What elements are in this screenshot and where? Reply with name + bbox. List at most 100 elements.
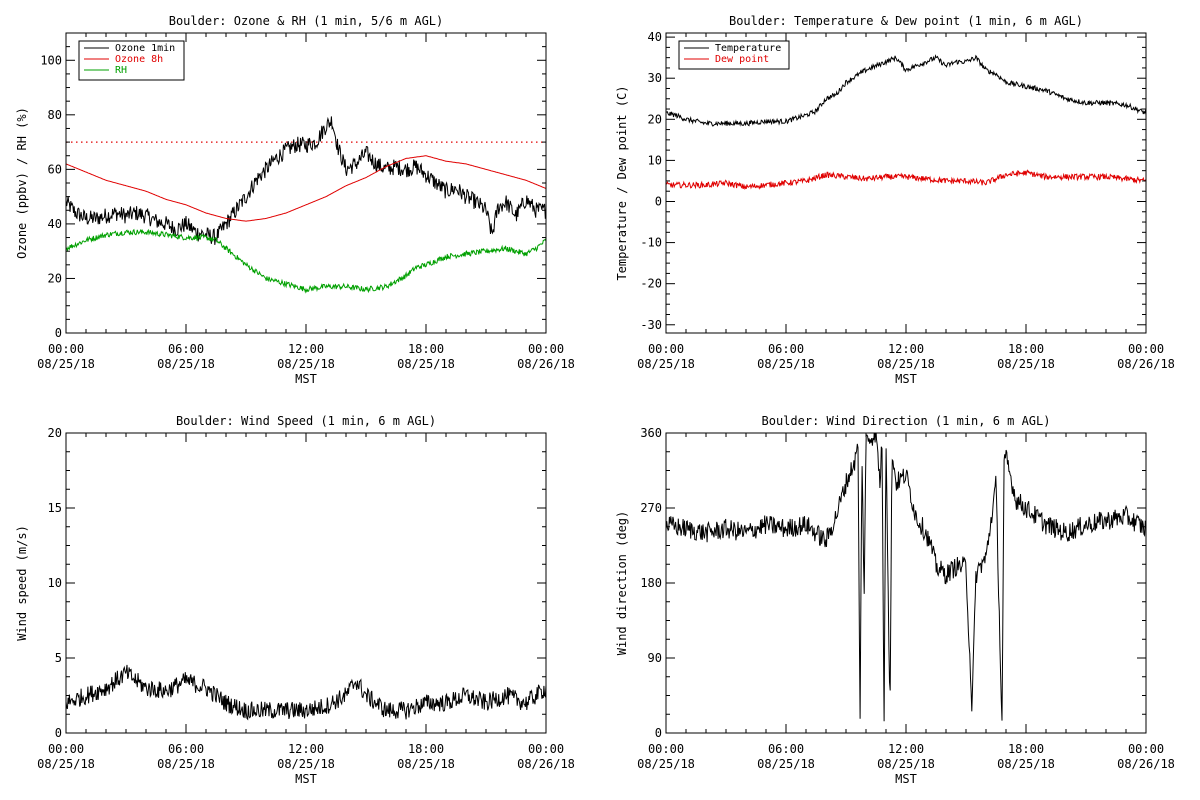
x-tick-label-date: 08/25/18 <box>757 757 815 771</box>
x-tick-label-time: 00:00 <box>48 342 84 356</box>
y-axis-label: Temperature / Dew point (C) <box>615 85 629 280</box>
x-tick-label-date: 08/26/18 <box>1117 357 1175 371</box>
x-tick-label-time: 12:00 <box>888 342 924 356</box>
x-tick-label-time: 00:00 <box>1128 342 1164 356</box>
series-group <box>66 116 546 294</box>
y-tick-label: 10 <box>48 576 62 590</box>
chart-title: Boulder: Temperature & Dew point (1 min,… <box>729 14 1083 28</box>
x-axis-label: MST <box>895 372 917 386</box>
x-tick-label-date: 08/26/18 <box>517 357 575 371</box>
x-tick-label-date: 08/25/18 <box>877 357 935 371</box>
y-tick-label: 15 <box>48 501 62 515</box>
x-tick-label-time: 18:00 <box>408 742 444 756</box>
x-tick-label-date: 08/25/18 <box>637 757 695 771</box>
series-group <box>66 664 546 721</box>
x-tick-label-time: 18:00 <box>1008 342 1044 356</box>
y-tick-label: 20 <box>48 426 62 440</box>
x-tick-label-time: 00:00 <box>528 342 564 356</box>
plot-frame <box>665 32 1147 334</box>
y-tick-label: -30 <box>640 318 662 332</box>
chart-title: Boulder: Wind Speed (1 min, 6 m AGL) <box>176 414 436 428</box>
y-tick-label: 100 <box>40 53 62 67</box>
x-tick-label-date: 08/26/18 <box>517 757 575 771</box>
legend-entry: RH <box>115 65 127 76</box>
y-tick-label: 30 <box>648 71 662 85</box>
x-tick-label-date: 08/25/18 <box>877 757 935 771</box>
chart-panel-1: Boulder: Ozone & RH (1 min, 5/6 m AGL) 0 2… <box>15 14 575 386</box>
y-tick-label: -10 <box>640 236 662 250</box>
y-tick-label: 60 <box>48 162 62 176</box>
y-tick-label: 20 <box>648 112 662 126</box>
y-axis-label: Wind direction (deg) <box>615 511 629 656</box>
y-tick-label: 0 <box>655 726 662 740</box>
x-tick-label-time: 06:00 <box>168 342 204 356</box>
series-line-1 <box>666 433 1146 722</box>
x-tick-label-date: 08/25/18 <box>277 757 335 771</box>
x-tick-label-date: 08/25/18 <box>757 357 815 371</box>
x-tick-label-time: 06:00 <box>168 742 204 756</box>
legend-box <box>678 40 790 70</box>
legend-entry: Ozone 8h <box>115 54 163 65</box>
x-tick-label-date: 08/25/18 <box>397 357 455 371</box>
y-tick-label: -20 <box>640 277 662 291</box>
series-line-temperature <box>666 54 1146 127</box>
x-tick-label-time: 00:00 <box>48 742 84 756</box>
x-tick-label-time: 18:00 <box>408 342 444 356</box>
legend-entry: Temperature <box>715 43 781 54</box>
x-tick-label-time: 00:00 <box>648 342 684 356</box>
x-tick-label-date: 08/25/18 <box>277 357 335 371</box>
x-tick-label-date: 08/25/18 <box>157 757 215 771</box>
series-line-dew-point <box>666 169 1146 191</box>
y-tick-label: 20 <box>48 271 62 285</box>
x-axis-label: MST <box>295 372 317 386</box>
y-tick-label: 270 <box>640 501 662 515</box>
series-line-ozone-1min <box>66 116 546 245</box>
y-tick-label: 0 <box>55 726 62 740</box>
x-tick-label-date: 08/25/18 <box>37 357 95 371</box>
y-tick-label: 10 <box>648 153 662 167</box>
y-tick-label: 80 <box>48 108 62 122</box>
x-axis-label: MST <box>895 772 917 786</box>
y-tick-label: 0 <box>655 194 662 208</box>
chart-panel-3: Boulder: Wind Speed (1 min, 6 m AGL) 0 5 10… <box>15 414 575 786</box>
x-tick-label-date: 08/25/18 <box>637 357 695 371</box>
x-tick-label-date: 08/25/18 <box>997 757 1055 771</box>
chart-title: Boulder: Ozone & RH (1 min, 5/6 m AGL) <box>169 14 444 28</box>
x-tick-label-time: 18:00 <box>1008 742 1044 756</box>
y-tick-label: 90 <box>648 651 662 665</box>
chart-title: Boulder: Wind Direction (1 min, 6 m AGL) <box>762 414 1051 428</box>
y-axis-label: Wind speed (m/s) <box>15 525 29 641</box>
x-tick-label-date: 08/25/18 <box>997 357 1055 371</box>
x-tick-label-time: 12:00 <box>888 742 924 756</box>
x-tick-label-date: 08/26/18 <box>1117 757 1175 771</box>
series-line-1 <box>66 664 546 721</box>
x-tick-label-date: 08/25/18 <box>157 357 215 371</box>
x-tick-label-date: 08/25/18 <box>37 757 95 771</box>
y-tick-label: 5 <box>55 651 62 665</box>
y-axis-label: Ozone (ppbv) / RH (%) <box>15 107 29 259</box>
x-tick-label-time: 12:00 <box>288 342 324 356</box>
y-tick-label: 360 <box>640 426 662 440</box>
x-tick-label-time: 00:00 <box>648 742 684 756</box>
y-tick-label: 40 <box>48 217 62 231</box>
y-tick-label: 40 <box>648 30 662 44</box>
series-line-ozone-8h <box>66 155 546 222</box>
series-line-rh <box>66 228 546 294</box>
x-tick-label-time: 00:00 <box>1128 742 1164 756</box>
x-tick-label-time: 12:00 <box>288 742 324 756</box>
series-group <box>666 54 1146 191</box>
x-tick-label-date: 08/25/18 <box>397 757 455 771</box>
x-tick-label-time: 06:00 <box>768 342 804 356</box>
x-axis-label: MST <box>295 772 317 786</box>
plot-frame <box>65 432 547 734</box>
series-group <box>666 433 1146 722</box>
y-tick-label: 0 <box>55 326 62 340</box>
legend-entry: Dew point <box>715 54 769 65</box>
chart-panel-2: Boulder: Temperature & Dew point (1 min,… <box>615 14 1175 386</box>
legend-entry: Ozone 1min <box>115 43 175 54</box>
y-tick-label: 180 <box>640 576 662 590</box>
x-tick-label-time: 00:00 <box>528 742 564 756</box>
